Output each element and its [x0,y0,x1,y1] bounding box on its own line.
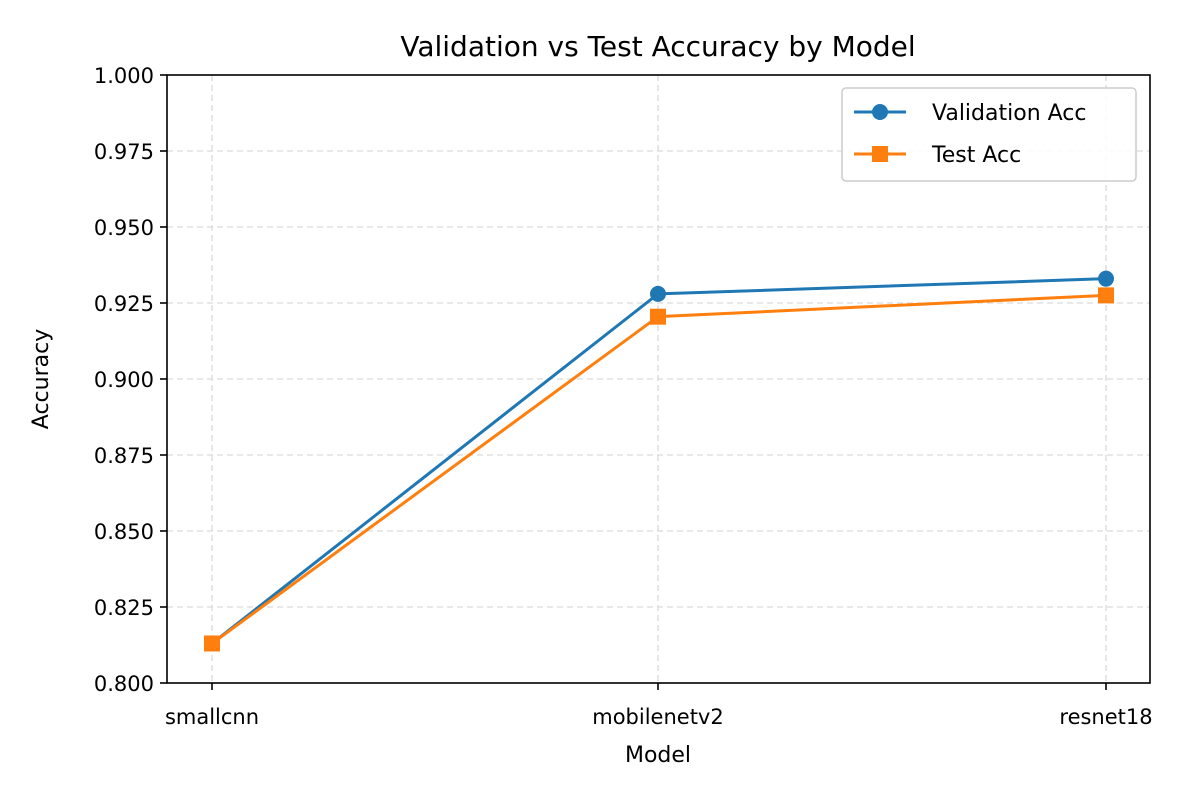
y-tick-label: 0.850 [94,520,154,544]
legend-marker-test [872,146,888,162]
legend: Validation Acc Test Acc [841,87,1137,182]
validation-acc-point-resnet18 [1098,270,1114,287]
x-axis: smallcnn mobilenetv2 resnet18 [165,683,1153,729]
legend-box [841,87,1137,182]
test-acc-point-mobilenetv2 [650,308,666,325]
y-axis: 0.800 0.825 0.850 0.875 0.900 0.925 0.950 0.975… [94,64,167,696]
y-tick-label: 0.900 [94,368,154,392]
legend-label-validation: Validation Acc [932,101,1086,126]
legend-label-test: Test Acc [931,143,1021,168]
y-tick-label: 1.000 [94,64,154,88]
validation-acc-point-mobilenetv2 [650,285,666,302]
test-acc-point-resnet18 [1098,287,1114,304]
legend-marker-validation [872,104,888,120]
y-tick-label: 0.925 [94,292,154,316]
y-tick-label: 0.975 [94,140,154,164]
series-line-validation-acc [211,277,1107,645]
series-line-test-acc [211,293,1107,645]
chart-title: Validation vs Test Accuracy by Model [400,30,915,63]
y-axis-label: Accuracy [29,329,54,429]
y-tick-label: 0.950 [94,216,154,240]
test-acc-point-smallcnn [204,635,220,652]
series-layer [204,270,1114,652]
y-tick-label: 0.800 [94,672,154,696]
y-tick-label: 0.875 [94,444,154,468]
y-tick-label: 0.825 [94,596,154,620]
x-tick-label-mobilenetv2: mobilenetv2 [592,705,723,729]
x-axis-label: Model [625,743,691,768]
x-tick-label-smallcnn: smallcnn [165,705,259,729]
x-tick-label-resnet18: resnet18 [1059,705,1152,729]
